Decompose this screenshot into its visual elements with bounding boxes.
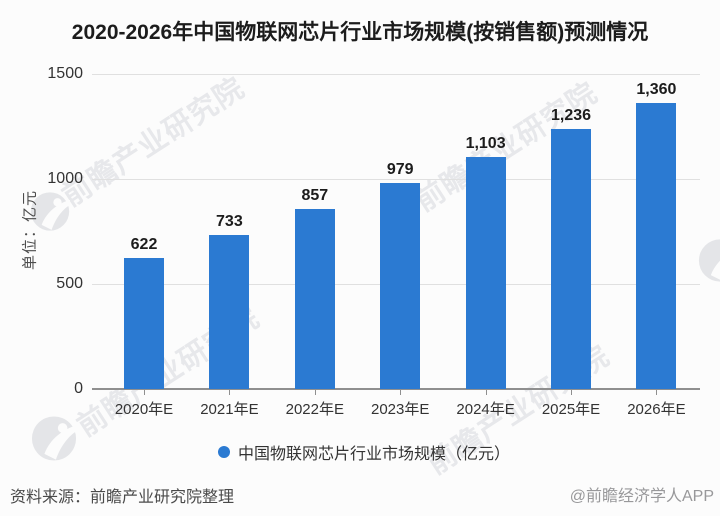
bar-2026年E	[636, 103, 677, 389]
x-category-label-2022年E: 2022年E	[285, 401, 344, 418]
x-category-label-2021年E: 2021年E	[200, 401, 259, 418]
bar-2020年E	[124, 258, 164, 389]
bar-2023年E	[380, 183, 421, 389]
x-tick-2022年E	[314, 390, 316, 395]
x-tick-2024年E	[485, 390, 487, 395]
footer-credit: @前瞻经济学人APP	[569, 488, 714, 505]
bar-value-label-2024年E: 1,103	[465, 135, 506, 153]
x-tick-2023年E	[400, 390, 402, 395]
x-category-label-2020年E: 2020年E	[114, 401, 174, 418]
x-tick-2020年E	[144, 390, 145, 395]
watermark-logo-3	[698, 239, 720, 288]
y-tick-label-1000: 1000	[47, 170, 83, 187]
footer-source: 资料来源：前瞻产业研究院整理	[10, 489, 235, 506]
bar-2022年E	[294, 209, 335, 389]
watermark-text-1: 前瞻产业研究院	[56, 71, 251, 214]
bar-value-label-2023年E: 979	[386, 161, 414, 179]
bar-2025年E	[551, 129, 591, 389]
y-tick-label-1500: 1500	[47, 65, 83, 82]
bar-value-label-2022年E: 857	[301, 187, 329, 205]
x-tick-2025年E	[571, 390, 572, 395]
x-category-label-2024年E: 2024年E	[456, 401, 515, 418]
x-tick-2021年E	[229, 390, 231, 395]
bar-value-label-2025年E: 1,236	[550, 107, 592, 125]
legend-marker-dot	[217, 446, 230, 458]
bar-value-label-2026年E: 1,360	[636, 81, 677, 99]
bar-2021年E	[209, 235, 250, 389]
bar-value-label-2021年E: 733	[216, 213, 243, 231]
chart-title: 2020-2026年中国物联网芯片行业市场规模(按销售额)预测情况	[71, 21, 649, 44]
bar-value-label-2020年E: 622	[130, 236, 158, 254]
gridline-1000	[92, 179, 700, 180]
y-tick-label-500: 500	[56, 275, 83, 292]
x-category-label-2026年E: 2026年E	[627, 401, 686, 418]
x-tick-2026年E	[656, 390, 658, 395]
legend: 中国物联网芯片行业市场规模（亿元）	[4, 440, 720, 464]
x-axis-line	[92, 388, 700, 390]
x-category-label-2025年E: 2025年E	[541, 401, 601, 418]
y-tick-label-0: 0	[74, 380, 83, 397]
legend-label: 中国物联网芯片行业市场规模（亿元）	[237, 446, 510, 463]
bar-2024年E	[465, 157, 506, 389]
gridline-1500	[92, 74, 700, 75]
y-axis-unit-label: 单位：亿元	[21, 189, 39, 271]
x-category-label-2023年E: 2023年E	[371, 401, 430, 418]
